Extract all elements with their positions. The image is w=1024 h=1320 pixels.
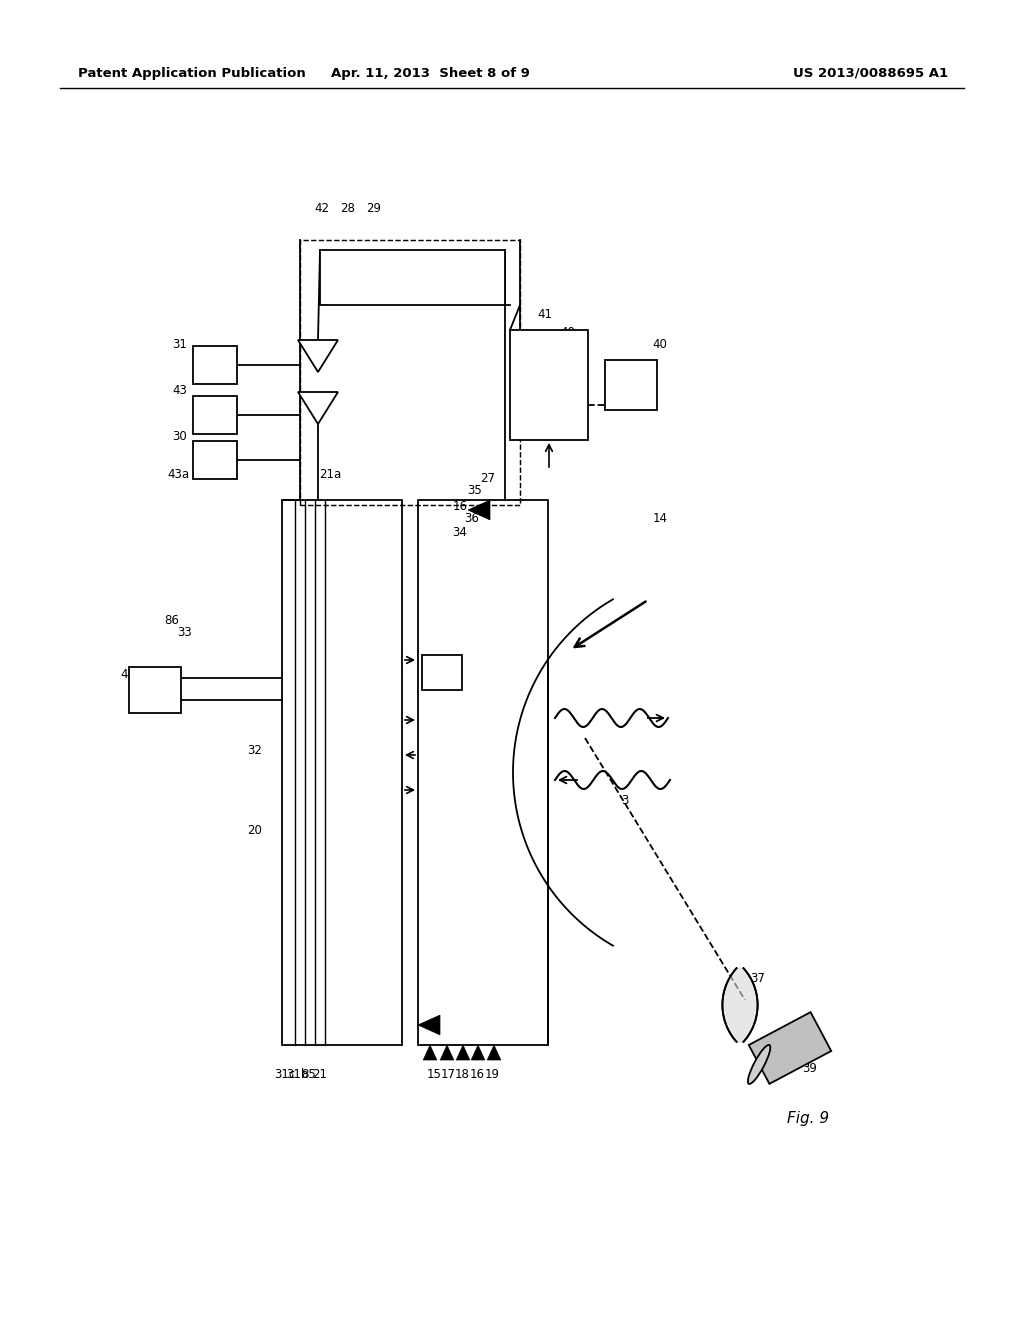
Text: 21: 21 xyxy=(312,1068,328,1081)
Bar xyxy=(300,240,520,506)
Text: Fig. 9: Fig. 9 xyxy=(786,1110,829,1126)
Bar xyxy=(422,655,462,690)
Text: 14: 14 xyxy=(652,511,668,524)
Bar xyxy=(193,346,237,384)
Polygon shape xyxy=(749,1012,831,1084)
Text: 31c: 31c xyxy=(274,1068,296,1081)
Text: 40: 40 xyxy=(652,338,668,351)
Text: 3: 3 xyxy=(622,793,629,807)
Text: 15: 15 xyxy=(427,1068,441,1081)
Text: 40: 40 xyxy=(560,326,575,338)
Text: 16: 16 xyxy=(453,499,468,512)
Text: 19: 19 xyxy=(484,1068,500,1081)
Polygon shape xyxy=(722,968,758,1041)
Text: 37: 37 xyxy=(751,972,765,985)
Text: 27: 27 xyxy=(480,471,496,484)
Text: US 2013/0088695 A1: US 2013/0088695 A1 xyxy=(793,66,948,79)
Bar xyxy=(418,500,548,1045)
Bar xyxy=(282,500,402,1045)
Text: 17: 17 xyxy=(440,1068,456,1081)
Polygon shape xyxy=(423,1045,437,1060)
Text: 39: 39 xyxy=(803,1061,817,1074)
Text: 31b: 31b xyxy=(286,1068,308,1081)
Bar xyxy=(193,396,237,434)
Text: 35: 35 xyxy=(468,483,482,496)
Text: 43: 43 xyxy=(173,384,187,396)
Bar xyxy=(319,249,505,305)
Bar xyxy=(129,667,181,713)
Text: 36: 36 xyxy=(465,511,479,524)
Text: 43a: 43a xyxy=(167,469,189,482)
Text: 18: 18 xyxy=(455,1068,469,1081)
Text: 86: 86 xyxy=(165,614,179,627)
Text: 34: 34 xyxy=(453,525,467,539)
Polygon shape xyxy=(298,392,338,424)
Bar xyxy=(510,330,588,440)
Text: 30: 30 xyxy=(173,429,187,442)
Text: 38: 38 xyxy=(784,1044,800,1056)
Text: 85: 85 xyxy=(302,1068,316,1081)
Text: 41: 41 xyxy=(538,309,553,322)
Text: Patent Application Publication: Patent Application Publication xyxy=(78,66,306,79)
Text: 33: 33 xyxy=(177,626,193,639)
Bar xyxy=(605,360,657,411)
Bar xyxy=(193,441,237,479)
Polygon shape xyxy=(418,1015,440,1035)
Text: Apr. 11, 2013  Sheet 8 of 9: Apr. 11, 2013 Sheet 8 of 9 xyxy=(331,66,529,79)
Text: 21a: 21a xyxy=(318,469,341,482)
Text: 42: 42 xyxy=(314,202,330,214)
Polygon shape xyxy=(487,1045,501,1060)
Text: 16: 16 xyxy=(469,1068,484,1081)
Ellipse shape xyxy=(748,1045,770,1084)
Text: 31: 31 xyxy=(173,338,187,351)
Text: 29: 29 xyxy=(367,202,382,214)
Polygon shape xyxy=(298,341,338,372)
Text: 20: 20 xyxy=(248,824,262,837)
Text: 28: 28 xyxy=(341,202,355,214)
Polygon shape xyxy=(440,1045,454,1060)
Polygon shape xyxy=(457,1045,470,1060)
Text: 32: 32 xyxy=(248,743,262,756)
Polygon shape xyxy=(468,500,490,520)
Text: 44: 44 xyxy=(121,668,135,681)
Polygon shape xyxy=(471,1045,484,1060)
